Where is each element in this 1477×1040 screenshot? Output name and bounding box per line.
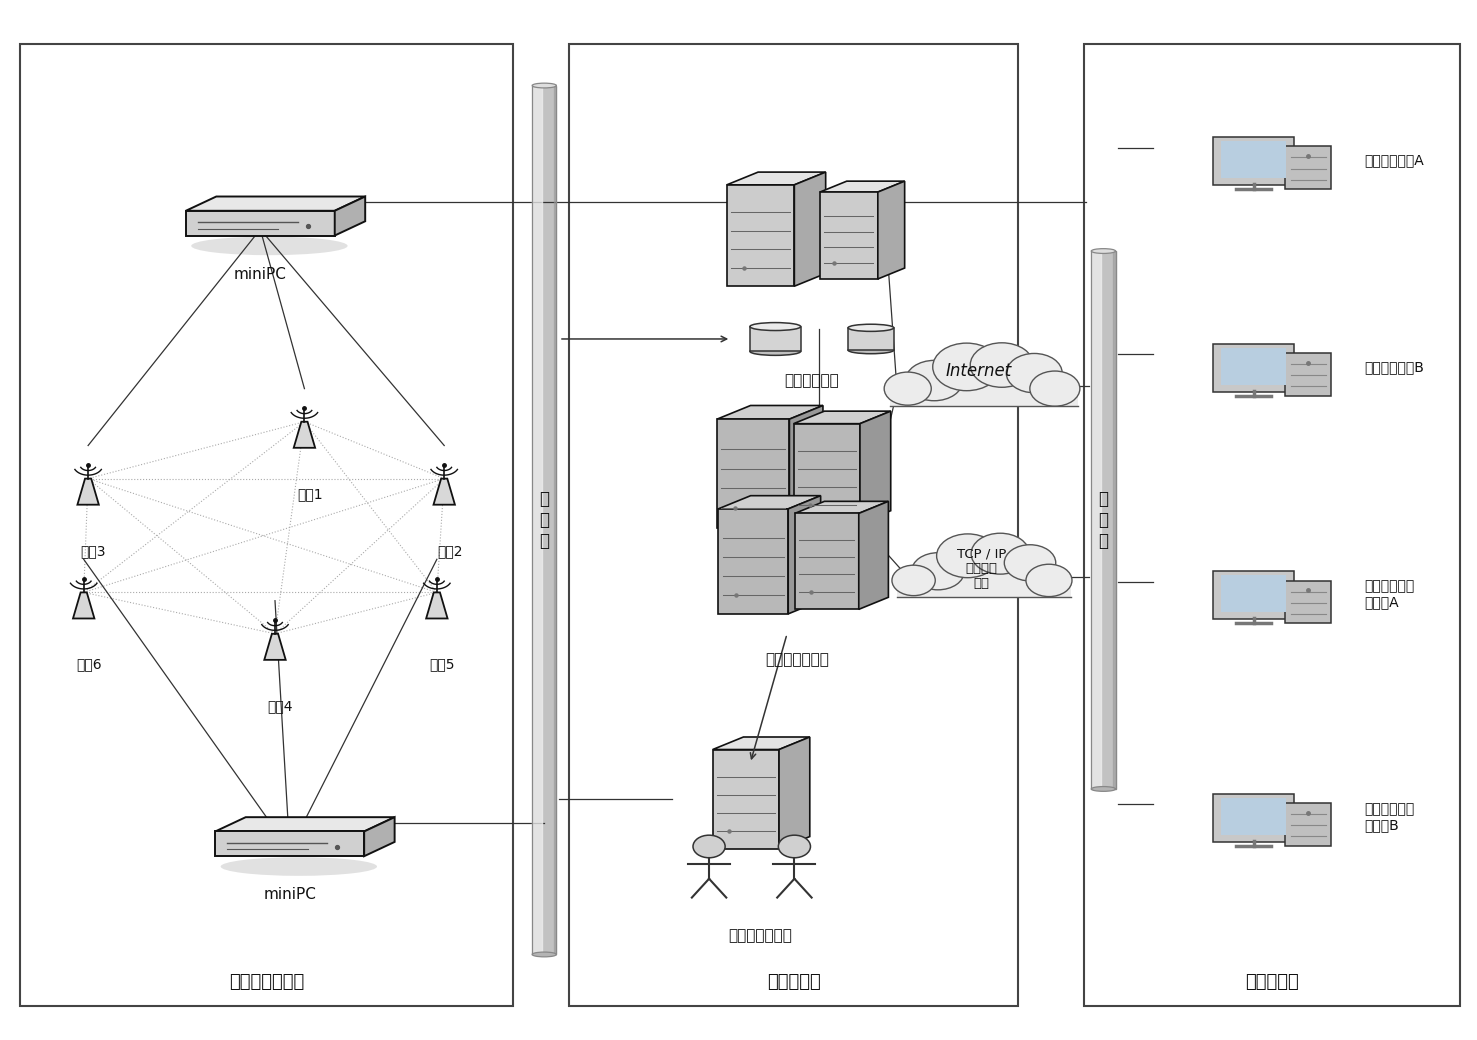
Polygon shape — [877, 181, 904, 279]
Ellipse shape — [532, 952, 557, 957]
Polygon shape — [858, 501, 888, 609]
Text: TCP / IP
二次开发
接口: TCP / IP 二次开发 接口 — [957, 547, 1006, 590]
Circle shape — [1027, 565, 1072, 597]
Circle shape — [693, 835, 725, 858]
Polygon shape — [1285, 581, 1331, 623]
Circle shape — [1006, 354, 1062, 393]
Circle shape — [911, 552, 964, 590]
Polygon shape — [789, 406, 823, 527]
Polygon shape — [1092, 251, 1115, 789]
Polygon shape — [216, 817, 394, 831]
Polygon shape — [72, 593, 95, 619]
Polygon shape — [716, 419, 789, 527]
Ellipse shape — [848, 346, 894, 354]
Polygon shape — [820, 181, 904, 192]
Polygon shape — [793, 411, 891, 423]
Polygon shape — [1220, 798, 1286, 835]
Polygon shape — [264, 633, 285, 659]
Text: Internet: Internet — [945, 362, 1012, 380]
Polygon shape — [848, 328, 894, 350]
Polygon shape — [789, 496, 821, 614]
Polygon shape — [778, 737, 809, 849]
Text: 节点1: 节点1 — [297, 487, 322, 501]
Text: 节点5: 节点5 — [430, 657, 455, 672]
Text: 节点3: 节点3 — [81, 544, 106, 557]
Circle shape — [1004, 545, 1056, 581]
Circle shape — [905, 361, 963, 400]
Polygon shape — [186, 211, 335, 235]
Ellipse shape — [750, 347, 801, 356]
Polygon shape — [795, 514, 858, 609]
Polygon shape — [1285, 147, 1331, 189]
Polygon shape — [898, 573, 1071, 597]
Ellipse shape — [532, 83, 557, 88]
Polygon shape — [820, 192, 877, 279]
Polygon shape — [1220, 140, 1286, 178]
Polygon shape — [1213, 571, 1294, 619]
Polygon shape — [294, 422, 315, 448]
Polygon shape — [1285, 354, 1331, 396]
Polygon shape — [716, 406, 823, 419]
Polygon shape — [77, 478, 99, 504]
Polygon shape — [1213, 137, 1294, 185]
Polygon shape — [718, 496, 821, 509]
Polygon shape — [891, 383, 1078, 407]
Polygon shape — [713, 737, 809, 750]
Polygon shape — [216, 831, 365, 856]
Text: 用户控制层: 用户控制层 — [1245, 972, 1298, 991]
Text: 节点2: 节点2 — [437, 544, 462, 557]
Text: 以
太
网: 以 太 网 — [539, 490, 549, 550]
Text: miniPC: miniPC — [263, 887, 316, 903]
Polygon shape — [532, 85, 557, 955]
Text: 实施控制用户A: 实施控制用户A — [1363, 153, 1424, 167]
Circle shape — [933, 343, 1000, 391]
Polygon shape — [860, 411, 891, 523]
Polygon shape — [427, 593, 448, 619]
Ellipse shape — [191, 236, 347, 255]
Text: 节点终端网络层: 节点终端网络层 — [229, 972, 304, 991]
Polygon shape — [795, 172, 826, 286]
Polygon shape — [1220, 347, 1286, 385]
Circle shape — [970, 343, 1034, 387]
Polygon shape — [795, 501, 888, 514]
Polygon shape — [793, 423, 860, 523]
Ellipse shape — [848, 324, 894, 332]
Polygon shape — [718, 509, 789, 614]
Polygon shape — [727, 185, 795, 286]
Circle shape — [885, 372, 932, 406]
Ellipse shape — [220, 857, 377, 876]
Circle shape — [1029, 371, 1080, 407]
Polygon shape — [1285, 803, 1331, 846]
Polygon shape — [713, 750, 778, 849]
Text: 实时通信服务器: 实时通信服务器 — [728, 929, 793, 943]
Text: 节点6: 节点6 — [77, 657, 102, 672]
Text: 交互程序服务器: 交互程序服务器 — [765, 652, 829, 668]
Circle shape — [778, 835, 811, 858]
Text: 节点4: 节点4 — [267, 699, 292, 713]
Circle shape — [972, 534, 1029, 574]
Polygon shape — [1220, 575, 1286, 613]
Ellipse shape — [1092, 249, 1115, 254]
Ellipse shape — [1092, 786, 1115, 791]
Polygon shape — [1213, 794, 1294, 841]
Text: miniPC: miniPC — [233, 266, 287, 282]
Text: 数据库服务器: 数据库服务器 — [784, 373, 839, 388]
Polygon shape — [433, 478, 455, 504]
Text: 实施控制用户B: 实施控制用户B — [1363, 360, 1424, 374]
Polygon shape — [335, 197, 365, 235]
Circle shape — [936, 534, 998, 577]
Polygon shape — [727, 172, 826, 185]
Text: 数据处理层: 数据处理层 — [767, 972, 821, 991]
Text: 第三方软件控
制用户B: 第三方软件控 制用户B — [1363, 802, 1413, 832]
Polygon shape — [750, 327, 801, 352]
Polygon shape — [1213, 344, 1294, 391]
Circle shape — [892, 565, 935, 596]
Text: 以
太
网: 以 太 网 — [1099, 490, 1108, 550]
Text: 第三方软件控
制用户A: 第三方软件控 制用户A — [1363, 579, 1413, 609]
Polygon shape — [186, 197, 365, 211]
Ellipse shape — [750, 322, 801, 331]
Polygon shape — [365, 817, 394, 856]
